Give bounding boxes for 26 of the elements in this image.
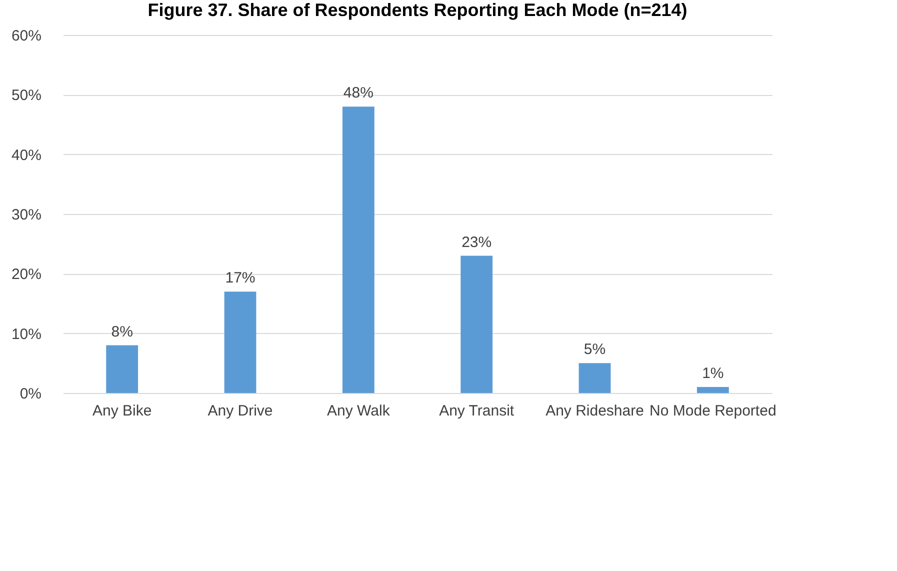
chart-title: Figure 37. Share of Respondents Reporting Each Mode (n=214) xyxy=(148,0,688,20)
x-tick-label: Any Bike xyxy=(92,402,152,420)
y-tick-label: 10% xyxy=(11,326,42,343)
y-tick-label: 50% xyxy=(11,87,42,104)
bar xyxy=(342,106,374,393)
data-label: 17% xyxy=(225,270,256,287)
x-tick-label: Any Transit xyxy=(439,402,515,420)
bar xyxy=(460,256,493,393)
y-tick-label: 60% xyxy=(11,28,42,44)
bar xyxy=(224,292,256,393)
y-tick-label: 40% xyxy=(11,146,42,164)
data-label: 8% xyxy=(111,323,133,340)
data-label: 1% xyxy=(702,365,724,382)
data-label: 5% xyxy=(584,341,606,358)
y-tick-label: 0% xyxy=(20,386,42,402)
bar xyxy=(578,363,611,393)
y-tick-label: 30% xyxy=(11,206,42,224)
x-tick-label: No Mode Reported xyxy=(650,402,776,420)
data-label: 48% xyxy=(343,84,374,102)
x-tick-label: Any Walk xyxy=(327,402,390,420)
y-tick-label: 20% xyxy=(11,266,42,284)
bar xyxy=(696,387,729,393)
x-tick-label: Any Rideshare xyxy=(546,402,644,420)
bar xyxy=(106,345,138,393)
data-label: 23% xyxy=(462,234,492,251)
x-tick-label: Any Drive xyxy=(208,402,273,420)
